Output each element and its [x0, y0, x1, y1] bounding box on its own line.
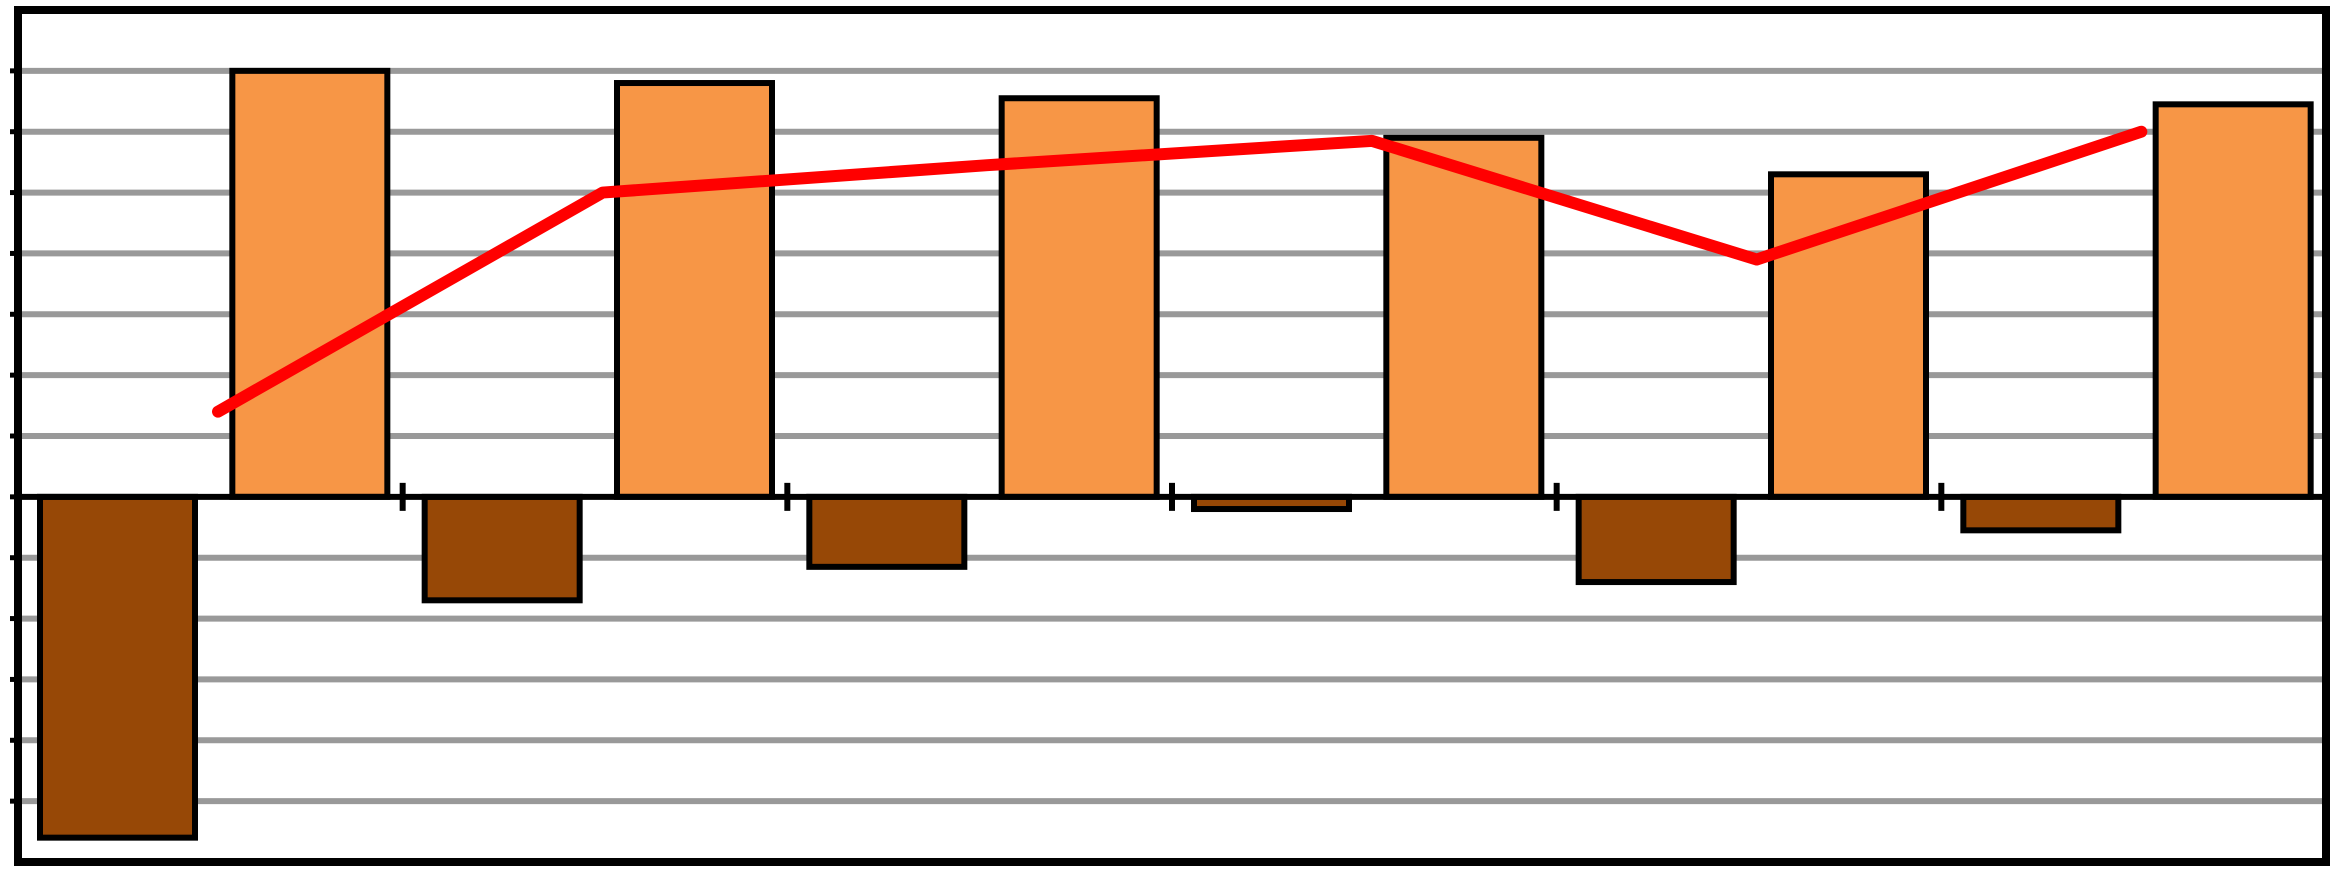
bar-negative [806, 493, 968, 570]
bar-positive [1383, 134, 1545, 500]
chart-frame [14, 6, 2330, 866]
bar-negative [1960, 493, 2122, 534]
bar-positive [614, 80, 775, 500]
bar-negative [421, 493, 583, 604]
bar-negative [37, 493, 198, 841]
trend-line [212, 125, 2148, 418]
bar-negative [1575, 493, 1737, 586]
bar-positive [229, 67, 391, 500]
bar-positive [2152, 101, 2314, 500]
